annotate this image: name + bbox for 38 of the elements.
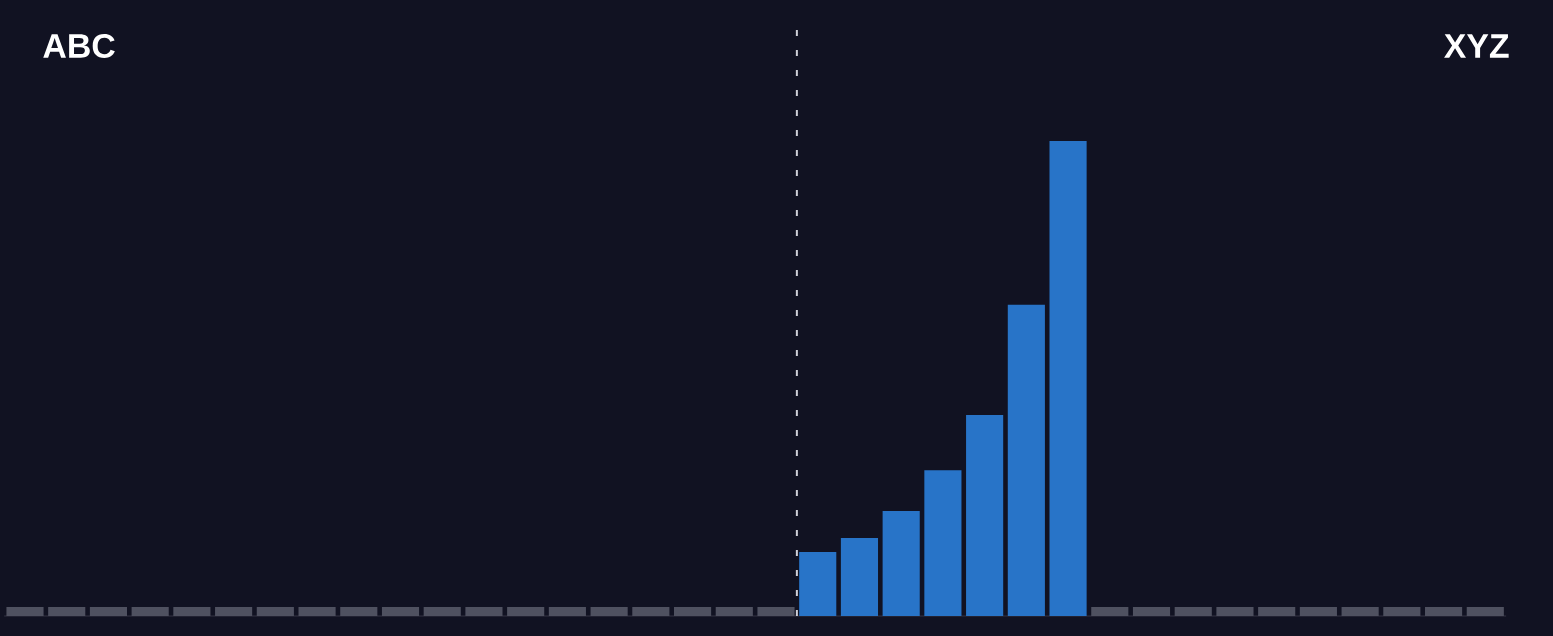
- bar: [381, 606, 420, 616]
- bar: [173, 606, 211, 616]
- bar: [966, 415, 1004, 616]
- bar: [1258, 606, 1296, 616]
- bar: [715, 606, 753, 616]
- bar: [340, 606, 378, 616]
- bar: [131, 606, 169, 616]
- bar: [1299, 606, 1337, 616]
- bar: [48, 606, 86, 616]
- bar: [465, 606, 503, 616]
- bar: [1216, 606, 1254, 616]
- bar: [674, 606, 712, 616]
- bar: [89, 606, 128, 616]
- bar: [423, 606, 461, 616]
- bar: [1091, 606, 1129, 616]
- bar: [1049, 140, 1087, 616]
- bar: [632, 606, 670, 616]
- bar: [215, 606, 253, 616]
- bar: [548, 606, 586, 616]
- bar: [1383, 606, 1421, 616]
- bar: [590, 606, 628, 616]
- bar: [1466, 606, 1504, 616]
- bar: [1174, 606, 1212, 616]
- bar: [256, 606, 294, 616]
- bar: [1425, 606, 1463, 616]
- text: XYZ: [1444, 34, 1509, 58]
- bar: [298, 606, 336, 616]
- bar: [882, 511, 920, 616]
- bar: [799, 551, 837, 616]
- bar: [1007, 304, 1045, 616]
- text: ABC: [43, 34, 115, 58]
- bar: [1341, 606, 1379, 616]
- bar: [6, 606, 44, 616]
- bar: [924, 470, 962, 616]
- bar: [507, 606, 545, 616]
- bar: [757, 606, 795, 616]
- bar: [1132, 606, 1171, 616]
- bar: [840, 538, 879, 616]
